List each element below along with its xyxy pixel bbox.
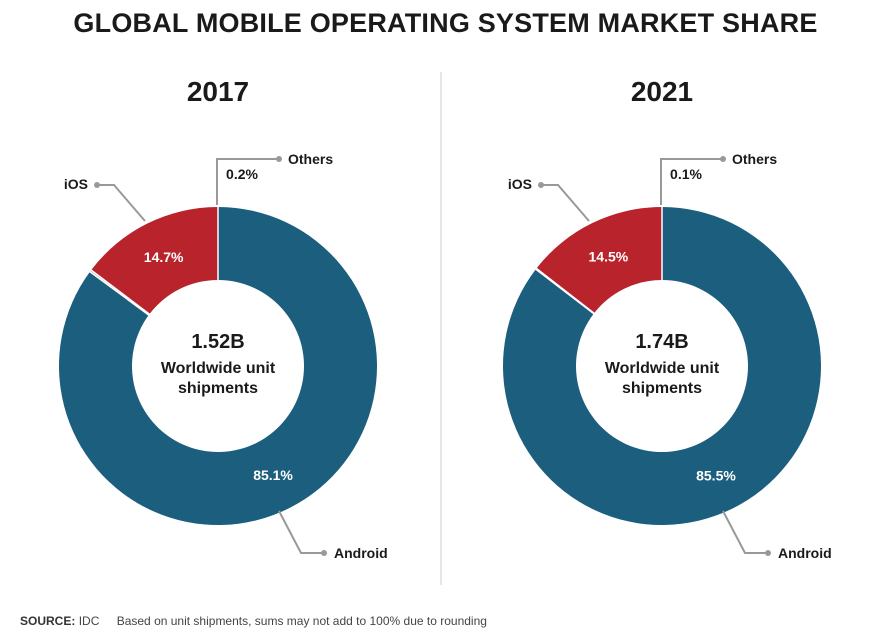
chart-2017-year-title: 2017 [187,76,249,107]
source-label: SOURCE: [20,614,76,628]
chart-2017-label-others-name: Others [288,151,333,167]
chart-2017-label-ios-value: 14.7% [144,249,184,265]
footer: SOURCE: IDC Based on unit shipments, sum… [20,614,487,628]
chart-2021-label-others-value: 0.1% [670,166,702,182]
chart-2017-label-android-value: 85.1% [253,467,293,483]
chart-2017-label-android-name: Android [334,545,388,561]
chart-2017-leader-android [278,510,324,554]
chart-2017-slice-android [58,207,378,525]
chart-2021-slice-separator [535,267,596,315]
chart-2017-label-ios-name: iOS [64,176,88,192]
chart-2017-leader-android-dot [321,550,327,556]
chart-2017-slice-ios [91,207,218,315]
chart-2017-leader-ios [97,184,146,222]
chart-2021-leader-others [660,158,723,205]
chart-title: GLOBAL MOBILE OPERATING SYSTEM MARKET SH… [73,8,818,38]
chart-2021-label-ios-name: iOS [508,176,532,192]
chart-2021-slice-android [502,207,821,525]
chart-2021-leader-android [722,510,768,554]
chart-2017-center-label-line1: Worldwide unit [161,360,276,377]
chart-2017-leader-ios-dot [94,182,100,188]
chart-2017-leader-others [216,158,279,205]
chart-2017-slice-separator [89,268,151,316]
chart-2021-label-android-value: 85.5% [696,467,736,483]
chart-2021-slice-ios [536,207,662,314]
chart-2017-label-others-value: 0.2% [226,166,258,182]
chart-2021-label-others-name: Others [732,151,777,167]
chart-2021-leader-others-dot [720,156,726,162]
chart-2021-leader-ios [541,184,590,222]
chart-2017-center-value: 1.52B [191,331,244,353]
chart-2021-label-ios-value: 14.5% [589,248,629,264]
chart-2017-slice-separator [88,270,150,317]
chart-2021-label-android-name: Android [778,545,832,561]
chart-2017-center-label-line2: shipments [178,380,258,397]
chart-2021-leader-ios-dot [538,182,544,188]
chart-2021-year-title: 2021 [631,76,693,107]
chart-2017-leader-others-dot [276,156,282,162]
footer-note: Based on unit shipments, sums may not ad… [116,614,487,628]
chart-2021-center-label-line1: Worldwide unit [605,360,720,377]
chart-2021-center-label-line2: shipments [622,380,702,397]
chart-2021-center-value: 1.74B [635,331,688,353]
chart-2021-leader-android-dot [765,550,771,556]
source-value: IDC [78,614,100,628]
